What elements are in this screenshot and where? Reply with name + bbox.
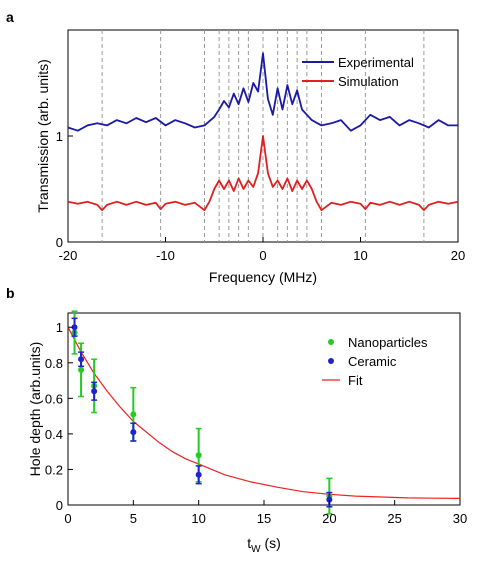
panel-b-series bbox=[67, 310, 461, 515]
panel-b: b 0 5 10 15 20 25 30 0 0.2 0.4 0.6 0.8 1 tW (s) Hol… bbox=[6, 285, 467, 555]
panel-b-point-nanoparticles bbox=[195, 452, 202, 459]
panel-a-reference-lines bbox=[101, 30, 425, 242]
panel-a-series-line-simulation bbox=[67, 135, 459, 212]
panel-b-x-tick-label: 20 bbox=[322, 511, 336, 526]
panel-a-legend: Experimental Simulation bbox=[302, 55, 414, 89]
panel-b-legend: Nanoparticles Ceramic Fit bbox=[322, 335, 428, 388]
panel-b-point-ceramic bbox=[78, 356, 85, 363]
panel-a-y-axis-title: Transmission (arb. units) bbox=[35, 59, 51, 213]
panel-a-legend-label-simulation: Simulation bbox=[338, 74, 399, 89]
panel-a-x-ticks: -20 -10 0 10 20 bbox=[59, 237, 465, 263]
panel-b-x-tick-label: 30 bbox=[453, 511, 467, 526]
panel-b-point-ceramic bbox=[195, 471, 202, 478]
panel-a-series-line-experimental bbox=[67, 52, 458, 132]
panel-b-x-tick-label: 10 bbox=[191, 511, 205, 526]
panel-a-x-tick-label: -20 bbox=[59, 248, 78, 263]
panel-a-x-tick-label: -10 bbox=[156, 248, 175, 263]
panel-b-x-ticks: 0 5 10 15 20 25 30 bbox=[64, 500, 467, 526]
panel-b-y-axis-title: Hole depth (arb.units) bbox=[27, 342, 43, 477]
panel-a-x-axis-title: Frequency (MHz) bbox=[209, 269, 317, 285]
panel-a: a -20 -10 0 10 20 01 Frequency (MHz) Transmi… bbox=[6, 9, 465, 285]
panel-b-point-nanoparticles bbox=[78, 366, 85, 373]
panel-b-y-tick-label: 0.4 bbox=[45, 427, 63, 442]
panel-b-y-ticks: 0 0.2 0.4 0.6 0.8 1 bbox=[45, 320, 73, 513]
panel-b-point-nanoparticles bbox=[130, 411, 137, 418]
panel-b-legend-label-ceramic: Ceramic bbox=[348, 354, 397, 369]
panel-b-x-axis-title: tW (s) bbox=[247, 535, 281, 555]
panel-b-x-axis-title-unit: (s) bbox=[261, 535, 281, 551]
panel-a-x-tick-label: 10 bbox=[353, 248, 367, 263]
panel-b-x-tick-label: 0 bbox=[64, 511, 71, 526]
panel-b-x-tick-label: 25 bbox=[387, 511, 401, 526]
panel-b-point-ceramic bbox=[130, 429, 137, 436]
panel-a-y-tick-label: 1 bbox=[56, 129, 63, 144]
panel-b-label: b bbox=[6, 285, 15, 301]
panel-b-y-tick-label: 0.6 bbox=[45, 391, 63, 406]
panel-b-y-tick-label: 1 bbox=[56, 320, 63, 335]
panel-b-y-tick-label: 0.8 bbox=[45, 356, 63, 371]
panel-b-x-axis-title-main: t bbox=[247, 535, 251, 551]
panel-b-legend-label-fit: Fit bbox=[348, 373, 363, 388]
panel-a-y-ticks: 01 bbox=[56, 129, 73, 250]
panel-b-point-ceramic bbox=[71, 324, 78, 331]
panel-b-point-ceramic bbox=[91, 388, 98, 395]
panel-a-legend-label-experimental: Experimental bbox=[338, 55, 414, 70]
panel-b-x-tick-label: 15 bbox=[257, 511, 271, 526]
panel-a-x-tick-label: 0 bbox=[259, 248, 266, 263]
panel-b-legend-swatch-nanoparticles bbox=[328, 339, 334, 345]
panel-a-label: a bbox=[6, 9, 14, 25]
panel-b-legend-swatch-ceramic bbox=[328, 358, 334, 364]
panel-b-x-axis-title-subscript: W bbox=[251, 544, 261, 555]
panel-a-y-tick-label: 0 bbox=[56, 235, 63, 250]
panel-b-y-tick-label: 0 bbox=[56, 498, 63, 513]
panel-b-legend-label-nanoparticles: Nanoparticles bbox=[348, 335, 428, 350]
panel-b-x-tick-label: 5 bbox=[130, 511, 137, 526]
panel-a-series bbox=[67, 52, 459, 212]
panel-a-x-tick-label: 20 bbox=[451, 248, 465, 263]
panel-b-point-ceramic bbox=[326, 496, 333, 503]
panel-b-y-tick-label: 0.2 bbox=[45, 462, 63, 477]
panel-b-fit-line bbox=[67, 326, 461, 499]
